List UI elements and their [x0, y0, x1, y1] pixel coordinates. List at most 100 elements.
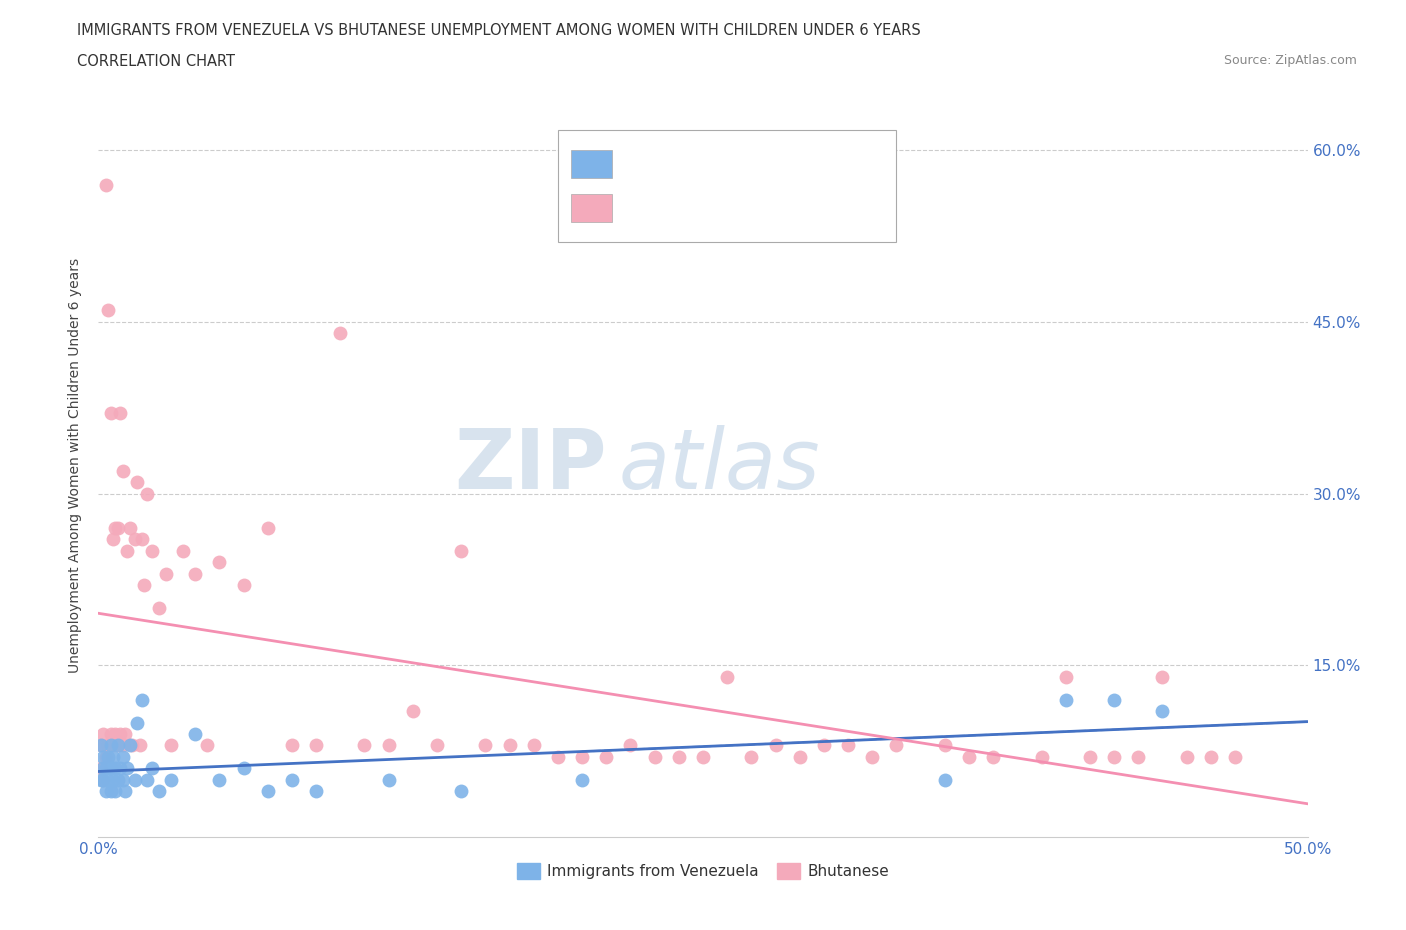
- Point: [101, 750, 124, 764]
- Point: [329, 326, 352, 340]
- Point: [474, 738, 496, 753]
- Point: [716, 670, 738, 684]
- Point: [981, 750, 1004, 764]
- Point: [619, 738, 641, 753]
- Point: [1078, 750, 1101, 764]
- Point: [377, 738, 399, 753]
- Point: [100, 761, 122, 776]
- Point: [232, 761, 254, 776]
- Point: [104, 521, 127, 536]
- Point: [114, 784, 136, 799]
- Point: [208, 555, 231, 570]
- Point: [155, 566, 177, 581]
- Point: [837, 738, 859, 753]
- Point: [208, 772, 231, 787]
- Legend: Immigrants from Venezuela, Bhutanese: Immigrants from Venezuela, Bhutanese: [510, 857, 896, 885]
- Point: [91, 772, 114, 787]
- Point: [97, 303, 120, 318]
- Point: [128, 738, 150, 753]
- Point: [184, 726, 207, 741]
- Point: [547, 750, 569, 764]
- Text: CORRELATION CHART: CORRELATION CHART: [77, 54, 235, 69]
- Point: [523, 738, 546, 753]
- Point: [111, 463, 134, 478]
- Point: [426, 738, 449, 753]
- Point: [91, 761, 114, 776]
- Point: [353, 738, 375, 753]
- Point: [789, 750, 811, 764]
- Point: [1102, 750, 1125, 764]
- Point: [1152, 704, 1174, 719]
- Point: [135, 772, 157, 787]
- Point: [281, 738, 304, 753]
- Point: [104, 784, 127, 799]
- Point: [450, 543, 472, 558]
- Point: [94, 750, 117, 764]
- Point: [124, 532, 146, 547]
- Point: [104, 761, 127, 776]
- Point: [118, 738, 141, 753]
- Point: [692, 750, 714, 764]
- Point: [281, 772, 304, 787]
- Point: [1152, 670, 1174, 684]
- Point: [90, 738, 112, 753]
- Point: [232, 578, 254, 592]
- Point: [644, 750, 666, 764]
- Point: [94, 784, 117, 799]
- Point: [160, 738, 183, 753]
- Point: [148, 601, 170, 616]
- Point: [886, 738, 908, 753]
- Point: [571, 750, 593, 764]
- Point: [90, 761, 112, 776]
- Y-axis label: Unemployment Among Women with Children Under 6 years: Unemployment Among Women with Children U…: [69, 258, 83, 672]
- Text: IMMIGRANTS FROM VENEZUELA VS BHUTANESE UNEMPLOYMENT AMONG WOMEN WITH CHILDREN UN: IMMIGRANTS FROM VENEZUELA VS BHUTANESE U…: [77, 23, 921, 38]
- Point: [1054, 692, 1077, 707]
- Point: [107, 738, 129, 753]
- Point: [108, 761, 131, 776]
- Point: [134, 578, 156, 592]
- Point: [305, 738, 328, 753]
- Point: [377, 772, 399, 787]
- Point: [107, 772, 129, 787]
- Point: [934, 772, 956, 787]
- Point: [135, 486, 157, 501]
- Point: [256, 784, 278, 799]
- Point: [957, 750, 980, 764]
- Point: [101, 532, 124, 547]
- Point: [108, 406, 131, 421]
- Point: [934, 738, 956, 753]
- Point: [94, 177, 117, 192]
- Point: [100, 784, 122, 799]
- Point: [91, 726, 114, 741]
- Point: [111, 738, 134, 753]
- Point: [1175, 750, 1198, 764]
- Point: [91, 750, 114, 764]
- Text: atlas: atlas: [619, 424, 820, 506]
- Point: [114, 726, 136, 741]
- Point: [148, 784, 170, 799]
- Point: [117, 761, 139, 776]
- Point: [813, 738, 835, 753]
- Point: [765, 738, 787, 753]
- Point: [97, 772, 120, 787]
- Point: [1199, 750, 1222, 764]
- Point: [104, 726, 127, 741]
- Point: [1031, 750, 1053, 764]
- Point: [184, 566, 207, 581]
- Point: [256, 521, 278, 536]
- Point: [117, 543, 139, 558]
- Point: [127, 715, 149, 730]
- Point: [108, 726, 131, 741]
- Point: [97, 750, 120, 764]
- Point: [97, 738, 120, 753]
- Point: [595, 750, 617, 764]
- Point: [101, 772, 124, 787]
- Text: Source: ZipAtlas.com: Source: ZipAtlas.com: [1223, 54, 1357, 67]
- Point: [131, 532, 153, 547]
- Point: [94, 761, 117, 776]
- Point: [90, 738, 112, 753]
- Point: [100, 406, 122, 421]
- Point: [1223, 750, 1246, 764]
- Point: [121, 738, 143, 753]
- Point: [450, 784, 472, 799]
